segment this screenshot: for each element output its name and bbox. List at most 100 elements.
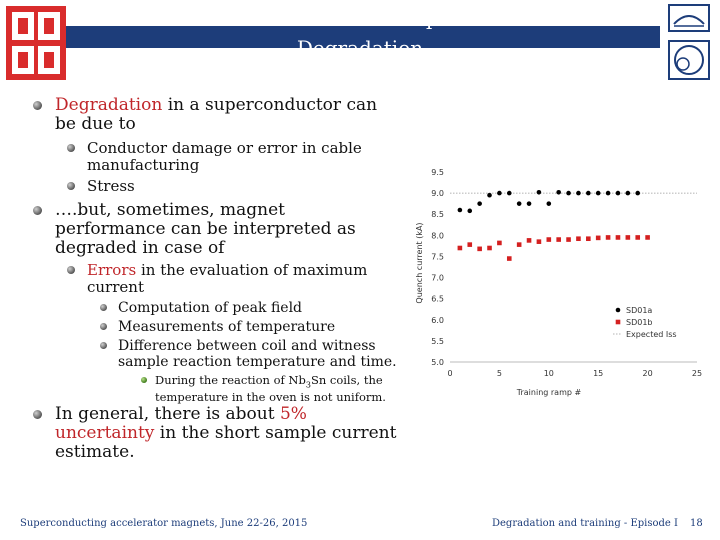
- slide-title-line1: 4. Conductor limited quenches: [203, 6, 517, 30]
- sub-bullet-text: in the evaluation of maximum current: [87, 261, 368, 296]
- data-point: [526, 201, 532, 206]
- errors-keyword: Errors: [87, 261, 137, 279]
- note-subscript: 3: [305, 380, 311, 390]
- bullet-icon: [100, 342, 107, 349]
- bullet-text: ….but, sometimes, magnet performance can…: [55, 200, 356, 258]
- quench-current-chart: 5.0 5.5 6.0 6.5 7.0 7.5 8.0 8.5 9.0 9.5 0 5 10 15 20 2…: [415, 168, 702, 397]
- bullet-text-pre: In general, there is about: [55, 404, 280, 424]
- data-point: [645, 235, 650, 240]
- footer-page-number: 18: [690, 518, 703, 529]
- y-axis-label: Quench current (kA): [415, 222, 424, 303]
- data-point: [536, 189, 542, 195]
- data-point: [487, 245, 492, 251]
- data-point: [497, 190, 502, 196]
- bullet-icon: [33, 101, 42, 110]
- y-tick-labels: 5.0 5.5 6.0 6.5 7.0 7.5 8.0 8.5 9.0 9.5: [431, 168, 444, 367]
- x-tick-label: 20: [643, 369, 653, 378]
- data-point: [467, 208, 473, 214]
- data-point: [566, 190, 571, 196]
- bullet-degradation: Degradation in a superconductor can be d…: [33, 95, 400, 134]
- data-point: [595, 190, 601, 196]
- note-oven-temperature: During the reaction of Nb3Sn coils, the …: [141, 374, 403, 403]
- legend-label: SD01a: [626, 306, 652, 315]
- data-point: [635, 190, 641, 196]
- uncertainty-keyword: uncertainty: [55, 423, 155, 443]
- x-tick-labels: 0 5 10 15 20 25: [447, 369, 702, 378]
- data-point: [576, 236, 581, 242]
- y-tick-label: 7.0: [431, 274, 444, 283]
- chart-legend: SD01a SD01b Expected Iss: [613, 306, 677, 339]
- x-tick-label: 5: [497, 369, 502, 378]
- plot-area: [450, 172, 697, 363]
- bullet-icon: [33, 410, 42, 419]
- data-point: [605, 235, 611, 240]
- plot-background: [450, 172, 697, 362]
- slide-header: 4. Conductor limited quenches Degradatio…: [0, 0, 720, 80]
- footer-conference: Superconducting accelerator magnets, Jun…: [20, 518, 308, 529]
- data-point: [506, 256, 512, 261]
- institute-logo: [6, 6, 66, 80]
- data-point: [586, 236, 591, 242]
- data-point: [605, 190, 611, 196]
- y-tick-label: 8.5: [431, 210, 444, 219]
- y-tick-label: 9.0: [431, 189, 444, 198]
- bullet-degraded-performance: ….but, sometimes, magnet performance can…: [33, 200, 375, 258]
- data-point: [477, 246, 482, 252]
- bullet-icon: [33, 206, 42, 215]
- bullet-text: in a superconductor can be due to: [55, 95, 378, 134]
- data-point: [516, 242, 522, 247]
- data-point: [556, 189, 561, 195]
- degradation-keyword: Degradation: [55, 95, 163, 115]
- bullet-icon: [67, 182, 75, 190]
- bullet-icon: [100, 304, 107, 311]
- x-tick-label: 25: [692, 369, 702, 378]
- data-point: [457, 245, 463, 251]
- percent-keyword: 5%: [279, 404, 307, 424]
- data-point: [586, 190, 591, 196]
- data-point: [526, 238, 532, 243]
- data-point: [625, 235, 631, 240]
- series-sd01a: [457, 189, 641, 214]
- data-point: [497, 240, 502, 246]
- data-point: [576, 190, 581, 196]
- y-tick-label: 9.5: [431, 168, 444, 177]
- y-tick-label: 8.0: [431, 231, 444, 240]
- data-point: [546, 201, 552, 206]
- data-point: [595, 235, 601, 241]
- sub-bullet-errors: Errors in the evaluation of maximum curr…: [67, 261, 397, 296]
- accelerator-logo: [668, 4, 710, 32]
- data-point: [467, 242, 473, 247]
- bullet-uncertainty: In general, there is about 5% uncertaint…: [33, 404, 410, 462]
- bullet-icon: [100, 323, 107, 330]
- series-sd01b: [457, 235, 650, 261]
- x-tick-label: 15: [593, 369, 603, 378]
- sub-bullet-conductor-damage: Conductor damage or error in cable manuf…: [67, 139, 387, 174]
- legend-marker: [615, 319, 621, 325]
- data-point: [506, 190, 512, 196]
- bullet-icon: [67, 266, 75, 274]
- data-point: [546, 237, 552, 242]
- legend-label: Expected Iss: [626, 330, 677, 339]
- data-point: [516, 201, 522, 206]
- legend-marker: [615, 307, 621, 313]
- data-point: [457, 207, 463, 213]
- sub-bullet-text: Stress: [87, 177, 135, 195]
- item-text: Computation of peak field: [118, 300, 303, 316]
- sub-bullet-text: Conductor damage or error in cable manuf…: [87, 139, 362, 174]
- slide-title: 4. Conductor limited quenches Degradatio…: [70, 6, 650, 60]
- x-tick-label: 10: [544, 369, 554, 378]
- data-point: [556, 237, 561, 242]
- x-tick-label: 0: [447, 369, 452, 378]
- bullet-text-post: in the short sample current estimate.: [55, 423, 397, 462]
- data-point: [625, 190, 631, 196]
- data-point: [615, 190, 621, 196]
- y-tick-label: 6.0: [431, 316, 444, 325]
- data-point: [536, 239, 542, 244]
- item-peak-field: Computation of peak field: [100, 300, 398, 316]
- x-axis-label: Training ramp #: [516, 388, 582, 397]
- cern-logo: [668, 40, 710, 80]
- sub-bullet-stress: Stress: [67, 177, 387, 195]
- data-series-group: [457, 189, 650, 261]
- item-text: Measurements of temperature: [118, 319, 336, 335]
- y-tick-label: 5.0: [431, 358, 444, 367]
